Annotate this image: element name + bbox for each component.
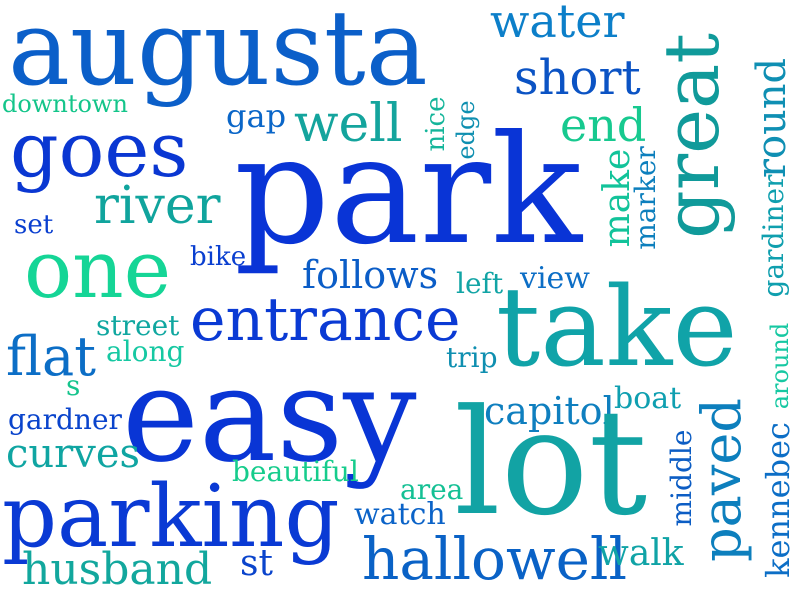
word-set: set <box>14 210 54 240</box>
word-view: view <box>520 261 590 296</box>
word-entrance: entrance <box>190 285 461 355</box>
word-capitol: capitol <box>484 389 615 433</box>
word-well: well <box>294 94 403 154</box>
word-flat: flat <box>6 325 96 388</box>
word-one: one <box>24 223 172 316</box>
word-gardiner: gardiner <box>757 174 790 298</box>
word-river: river <box>94 176 221 236</box>
word-st: st <box>240 543 273 584</box>
word-along: along <box>106 335 185 368</box>
word-water: water <box>490 0 625 48</box>
word-hallowell: hallowell <box>362 525 628 593</box>
word-goes: goes <box>10 105 189 194</box>
word-great: great <box>647 33 736 239</box>
word-short: short <box>514 50 641 106</box>
word-around: around <box>766 322 794 410</box>
word-follows: follows <box>302 253 439 297</box>
word-lot: lot <box>454 378 648 548</box>
word-paved: paved <box>690 398 753 562</box>
word-boat: boat <box>614 381 682 416</box>
word-gap: gap <box>226 97 287 135</box>
word-marker: marker <box>629 146 662 250</box>
word-round: round <box>749 57 795 179</box>
word-left: left <box>456 267 504 300</box>
word-gardner: gardner <box>8 403 122 436</box>
word-take: take <box>496 263 738 391</box>
word-downtown: downtown <box>2 90 128 118</box>
word-walk: walk <box>598 533 684 574</box>
word-easy: easy <box>122 339 417 491</box>
word-end: end <box>560 98 647 152</box>
word-area: area <box>400 473 464 506</box>
word-middle: middle <box>665 429 698 527</box>
word-s: s <box>66 369 81 402</box>
word-beautiful: beautiful <box>232 455 359 488</box>
word-husband: husband <box>22 544 213 595</box>
word-kennebec: kennebec <box>759 422 797 578</box>
word-curves: curves <box>6 431 141 477</box>
word-trip: trip <box>446 341 498 374</box>
word-augusta: augusta <box>8 0 428 109</box>
word-street: street <box>96 309 180 342</box>
word-park: park <box>234 104 583 278</box>
word-bike: bike <box>190 242 247 272</box>
word-parking: parking <box>2 467 340 567</box>
word-watch: watch <box>354 497 446 532</box>
